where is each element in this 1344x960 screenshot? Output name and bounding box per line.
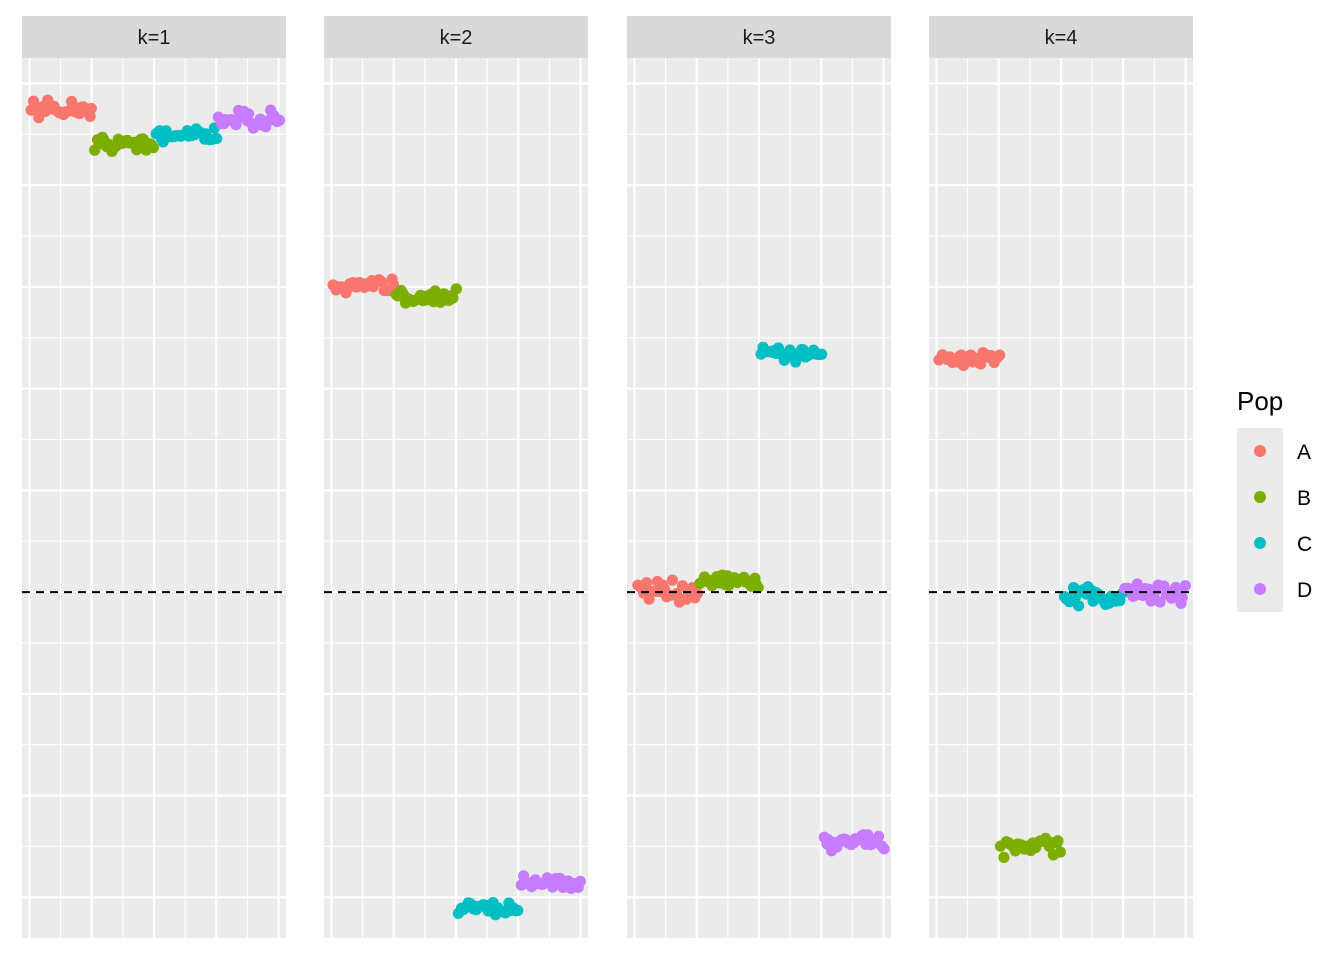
data-point-A [640, 577, 653, 589]
facet-strip [929, 16, 1193, 58]
data-point-A [85, 102, 97, 115]
data-point-B [998, 851, 1010, 863]
data-point-D [230, 119, 242, 131]
data-point-A [691, 587, 704, 599]
facet-panels: k=1 k=2 k=3 k=4 [22, 16, 1193, 938]
facet-strip [22, 16, 286, 58]
legend-label-C: C [1297, 533, 1312, 556]
facet-panel: k=2 [324, 16, 588, 938]
data-point-C [816, 348, 828, 360]
data-point-D [1154, 596, 1166, 608]
data-point-C [1073, 600, 1085, 612]
data-point-D [878, 843, 890, 855]
data-point-B [450, 283, 462, 295]
facet-strip-label: k=3 [743, 27, 776, 49]
data-point-D [873, 830, 885, 842]
facet-strip-label: k=2 [440, 27, 473, 49]
legend-label-D: D [1297, 579, 1312, 602]
data-point-B [147, 142, 160, 154]
facet-strip [627, 16, 891, 58]
legend-label-A: A [1297, 441, 1311, 464]
data-point-A [387, 279, 400, 291]
data-point-C [512, 904, 524, 917]
data-point-A [671, 588, 683, 600]
facet-strip-label: k=1 [138, 27, 171, 49]
data-point-D [862, 829, 874, 841]
data-point-D [1179, 580, 1191, 592]
facet-strip [324, 16, 588, 58]
data-point-C [211, 132, 223, 145]
legend-title: Pop [1237, 386, 1283, 416]
legend-key-A [1254, 445, 1266, 457]
data-point-B [752, 581, 764, 594]
data-point-B [1052, 835, 1064, 847]
data-point-A [66, 95, 78, 108]
data-point-B [447, 292, 459, 304]
data-point-D [242, 108, 255, 120]
legend-label-B: B [1297, 487, 1311, 510]
data-point-A [994, 349, 1006, 361]
facet-panel: k=1 [22, 16, 286, 938]
facet-panel: k=3 [627, 16, 891, 938]
data-point-A [975, 358, 987, 370]
facet-strip-label: k=4 [1045, 27, 1078, 49]
legend-key-B [1254, 491, 1266, 503]
legend-key-C [1254, 537, 1266, 549]
data-point-B [1054, 846, 1066, 858]
facet-panel: k=4 [929, 16, 1193, 938]
data-point-A [666, 574, 679, 586]
data-point-D [1176, 591, 1188, 604]
legend-key-D [1254, 583, 1266, 595]
data-point-D [273, 114, 286, 126]
data-point-D [574, 875, 586, 887]
legend-key-background [1237, 428, 1283, 612]
